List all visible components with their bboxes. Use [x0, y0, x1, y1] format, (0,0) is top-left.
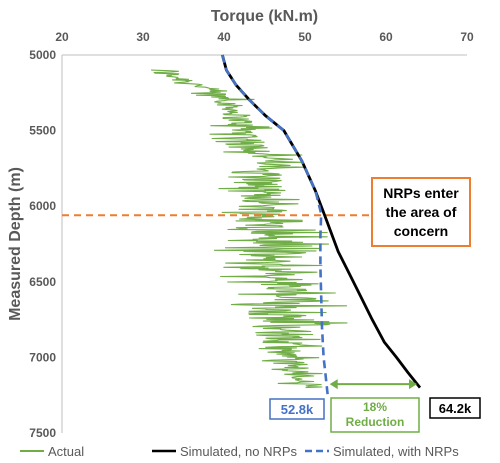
- with-nrps-value-label: 52.8k: [281, 402, 314, 417]
- reduction-label-text: Reduction: [346, 415, 405, 429]
- reduction-arrow-head-right: [409, 379, 418, 390]
- threshold-annotation-text: NRPs enter: [383, 185, 459, 201]
- y-tick-label: 5500: [29, 124, 56, 138]
- x-tick-label: 20: [55, 30, 69, 44]
- y-tick-label: 7000: [29, 350, 56, 364]
- x-tick-label: 40: [217, 30, 231, 44]
- y-tick-label: 7500: [29, 426, 56, 440]
- series-actual-line: [151, 69, 348, 389]
- threshold-annotation-text: the area of: [386, 204, 457, 220]
- reduction-label-text: 18%: [363, 400, 387, 414]
- y-tick-label: 5000: [29, 48, 56, 62]
- legend-label-no-nrps: Simulated, no NRPs: [180, 444, 298, 459]
- legend-label-actual: Actual: [48, 444, 84, 459]
- y-tick-label: 6500: [29, 275, 56, 289]
- threshold-annotation-box: [371, 177, 471, 247]
- x-tick-label: 30: [136, 30, 150, 44]
- series-with-nrps-line: [221, 54, 329, 396]
- no-nrps-value-box: [429, 397, 481, 419]
- x-tick-label: 50: [298, 30, 312, 44]
- series-no-nrps-line: [221, 54, 422, 389]
- x-tick-label: 70: [460, 30, 474, 44]
- y-axis-title: Measured Depth (m): [7, 167, 24, 321]
- y-tick-label: 6000: [29, 199, 56, 213]
- reduction-arrow-head-left: [329, 379, 338, 390]
- x-axis-title: Torque (kN.m): [211, 8, 318, 25]
- threshold-annotation-text: concern: [394, 223, 448, 239]
- legend-label-with-nrps: Simulated, with NRPs: [333, 444, 459, 459]
- reduction-label-box: [330, 397, 420, 433]
- no-nrps-value-label: 64.2k: [439, 401, 472, 416]
- with-nrps-value-box: [269, 398, 325, 420]
- x-tick-label: 60: [379, 30, 393, 44]
